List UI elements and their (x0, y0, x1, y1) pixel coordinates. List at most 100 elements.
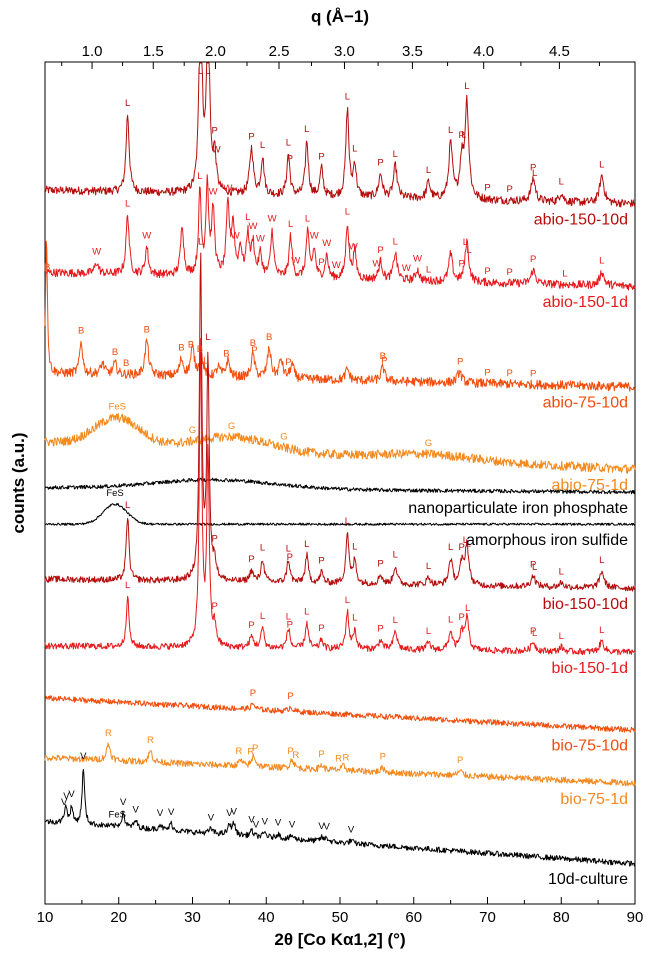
peak-label: G (228, 421, 235, 432)
peak-label: P (318, 555, 324, 566)
peak-label: L (448, 615, 453, 626)
peak-label: L (599, 625, 604, 636)
peak-label: V (275, 817, 282, 828)
peak-label: P (318, 749, 324, 760)
peak-label: L (599, 555, 604, 566)
peak-label: L (426, 626, 431, 637)
peak-label: R (147, 735, 154, 746)
trace-10d-culture (44, 769, 636, 867)
peak-label: L (345, 595, 350, 606)
q-tick-label: 1.5 (143, 43, 164, 60)
peak-label: L (260, 140, 265, 151)
peak-label: P (287, 153, 293, 164)
peak-label: L (465, 603, 470, 614)
peak-label: V (226, 808, 233, 819)
peak-label: P (318, 257, 324, 268)
peak-label: P (250, 688, 256, 699)
peak-label: V (157, 808, 164, 819)
peak-label: W (268, 214, 277, 225)
series-label: abio-150-10d (534, 211, 628, 228)
peak-label: L (260, 611, 265, 622)
peak-label: B (250, 338, 256, 349)
peak-label: W (92, 246, 101, 257)
peak-label: L (286, 137, 291, 148)
trace-bio-150-10d (44, 252, 636, 592)
peak-label: W (223, 183, 232, 194)
peak-label: L (198, 66, 203, 77)
peak-label: L (198, 236, 203, 247)
peak-label: FeS (106, 488, 123, 499)
peak-label: V (80, 751, 87, 762)
peak-label: P (287, 552, 293, 563)
peak-label: V (253, 819, 260, 830)
diffraction-traces (44, 62, 636, 867)
peak-label: V (262, 816, 269, 827)
peak-label: P (211, 126, 217, 137)
peak-label: B (266, 332, 272, 343)
x-axis-title-top: q (Å−1) (311, 7, 369, 26)
peak-label: P (457, 357, 463, 368)
x-tick-label: 30 (184, 909, 201, 926)
y-axis-title: counts (a.u.) (9, 432, 28, 533)
peak-label: L (532, 628, 537, 639)
peak-label: P (484, 367, 490, 378)
peak-label: P (248, 554, 254, 565)
x-tick-label: 50 (332, 909, 349, 926)
peak-label: V (289, 819, 296, 830)
peak-label: P (318, 623, 324, 634)
peak-label: P (380, 752, 386, 763)
peak-label: P (457, 755, 463, 766)
peak-label: V (168, 807, 175, 818)
x-tick-label: 90 (627, 909, 644, 926)
series-label: abio-150-1d (543, 294, 628, 311)
q-tick-label: 2.5 (269, 43, 290, 60)
peak-label: W (310, 231, 319, 242)
peak-label: P (377, 558, 383, 569)
peak-label: L (345, 206, 350, 217)
peak-label: V (208, 813, 215, 824)
series-labels: abio-150-10d abio-150-1d abio-75-10d abio-7… (408, 211, 628, 888)
peak-label: V (61, 797, 68, 808)
peak-label: B (178, 342, 184, 353)
peak-label: V (348, 825, 355, 836)
peak-label: L (466, 539, 471, 550)
peak-label: L (286, 543, 291, 554)
peak-label: R (247, 746, 254, 757)
peak-label: P (530, 626, 536, 637)
q-tick-label: 3.0 (334, 43, 355, 60)
peak-label: L (197, 171, 202, 182)
peak-label: R (292, 750, 299, 761)
peak-label: L (205, 332, 210, 343)
peak-label: L (305, 214, 310, 225)
peak-label: P (252, 743, 258, 754)
peak-label: FeS (109, 809, 126, 820)
peak-label: B (188, 340, 194, 351)
peak-label: B (44, 262, 50, 273)
peak-label: P (251, 345, 257, 356)
peak-label: W (322, 238, 331, 249)
peak-label: L (463, 535, 468, 546)
peak-label: P (459, 130, 465, 141)
peak-label: L (393, 615, 398, 626)
x-axis-title-bottom: 2θ [Co Kα1,2] (°) (274, 930, 405, 949)
peak-label: P (530, 369, 536, 380)
peak-label: W (142, 230, 151, 241)
peak-label: W (349, 241, 358, 252)
peak-label: L (304, 539, 309, 550)
peak-label: FeS (109, 402, 126, 413)
peak-label: V (324, 822, 331, 833)
peak-label: L (352, 613, 357, 624)
series-label: abio-75-1d (552, 477, 629, 494)
peak-label: B (78, 326, 84, 337)
trace-amorphous-iron-sulfide (44, 502, 636, 526)
q-tick-label: 3.5 (402, 43, 423, 60)
peak-label: P (459, 259, 465, 270)
series-label: bio-75-10d (552, 738, 629, 755)
x-tick-label: 20 (110, 909, 127, 926)
peak-label: P (211, 533, 217, 544)
peak-label: L (286, 612, 291, 623)
trace-nanoparticulate-iron-phosphate (44, 477, 636, 495)
peak-label: L (245, 212, 250, 223)
x-tick-label: 60 (405, 909, 422, 926)
